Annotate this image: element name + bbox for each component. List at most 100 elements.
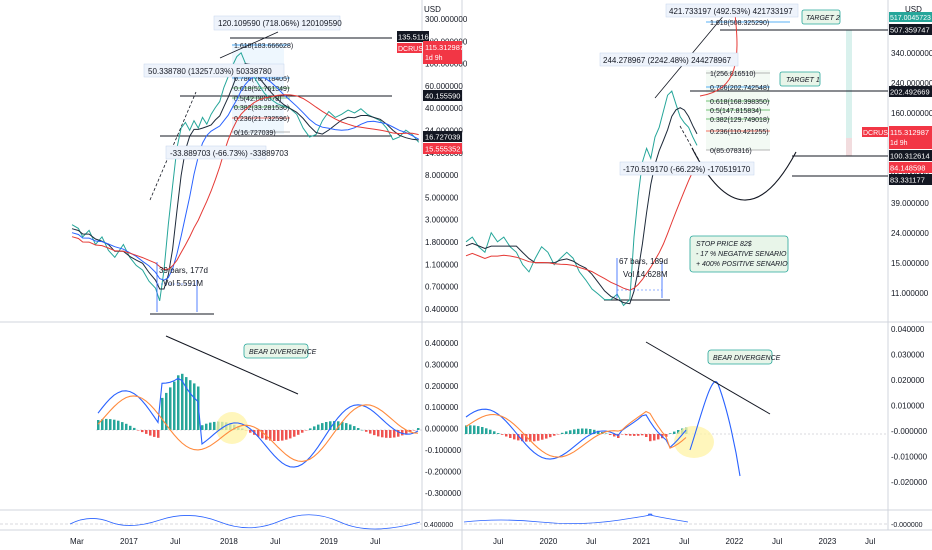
right-price-tags: 517.0045723 507.359747 202.492669 DCRUSD…	[862, 12, 932, 185]
histogram-bar	[261, 430, 264, 439]
note-box[interactable]	[707, 349, 773, 365]
highlight-ellipse[interactable]	[216, 412, 248, 444]
price-tag-text: 135.511617	[398, 33, 437, 42]
histogram-bar	[301, 430, 304, 433]
axis-tick-label: 160.000000	[891, 109, 932, 118]
axis-tick-label: 1.100000	[425, 260, 459, 269]
time-tick-label: Jul	[679, 537, 689, 546]
histogram-bar	[149, 430, 152, 436]
target-2-box[interactable]	[801, 9, 841, 25]
histogram-bar	[137, 430, 140, 431]
measure-line[interactable]	[219, 31, 279, 59]
left-ma-red[interactable]	[71, 94, 419, 271]
right-currency-label: USD	[905, 5, 922, 14]
right-fib-retracement[interactable]: 1.618(508.325290) 1(256.816510) 0.786(20…	[706, 20, 790, 155]
histogram-bar	[113, 419, 116, 430]
histogram-bar	[337, 421, 340, 430]
histogram-bar	[153, 430, 156, 437]
right-ma-red[interactable]	[465, 161, 698, 291]
axis-tick-label: 340.000000	[891, 49, 932, 58]
histogram-bar	[489, 429, 492, 434]
fib-label: 0.5(42.000078)	[234, 96, 281, 103]
histogram-bar	[417, 428, 420, 430]
projection-up-line[interactable]	[699, 13, 738, 97]
histogram-bar	[409, 430, 412, 433]
projection-line	[679, 125, 701, 163]
divergence-trendline[interactable]	[645, 341, 771, 415]
left-histogram[interactable]	[97, 373, 420, 441]
left-oscillator-pane[interactable]: 0.400000 0.300000 0.200000 0.100000 0.000000…	[96, 335, 462, 498]
price-tag-text: 202.492669	[890, 88, 930, 97]
axis-tick-label: 0.700000	[425, 283, 459, 292]
fib-label: 0(85.078316)	[710, 148, 752, 155]
signal-line[interactable]	[97, 395, 419, 462]
divergence-trendline[interactable]	[165, 335, 299, 395]
histogram-bar	[365, 430, 368, 432]
axis-tick-label: 40.000000	[425, 104, 463, 113]
measure-label: -33.889703 (-66.73%) -33889703	[170, 149, 289, 158]
right-oscillator-pane[interactable]: 0.040000 0.030000 0.020000 0.010000 -0.00000…	[464, 325, 928, 487]
axis-tick-label: 240.000000	[891, 79, 932, 88]
measure-line[interactable]	[149, 91, 197, 201]
axis-tick-label: 8.000000	[425, 171, 459, 180]
measure-label: 421.733197 (492.53%) 421733197	[669, 7, 793, 16]
histogram-bar	[213, 421, 216, 430]
axis-tick-label: -0.300000	[425, 489, 462, 498]
measure-box	[165, 145, 267, 160]
volume-axis-label: 0.400000	[424, 522, 453, 529]
signal-line[interactable]	[465, 410, 687, 458]
last-price-tag	[889, 126, 932, 149]
time-tick-label: 2020	[540, 537, 558, 546]
left-price-pane[interactable]: USD 300.000000180.000000100.00000060.000…	[71, 5, 468, 315]
volume-line	[463, 513, 689, 524]
fib-label: 1.618(508.325290)	[710, 20, 769, 27]
histogram-bar	[653, 434, 656, 441]
histogram-bar	[577, 428, 580, 434]
histogram-bar	[585, 428, 588, 434]
axis-tick-label: 300.000000	[425, 15, 468, 24]
axis-tick-label: 0.020000	[891, 376, 925, 385]
right-price-series[interactable]	[465, 90, 698, 307]
histogram-bar	[169, 387, 172, 430]
price-tag	[397, 31, 429, 42]
target-1-box[interactable]	[779, 71, 821, 87]
highlight-ellipse[interactable]	[674, 426, 714, 458]
left-ma-blue[interactable]	[71, 75, 419, 281]
histogram-bar	[325, 422, 328, 430]
last-price-text: 115.312987	[425, 43, 464, 52]
fib-label: 0.382(33.281536)	[234, 105, 289, 112]
histogram-bar	[485, 428, 488, 434]
right-oscillator-axis[interactable]: 0.040000 0.030000 0.020000 0.010000 -0.00000…	[891, 325, 928, 487]
left-ma-dark[interactable]	[71, 62, 419, 290]
macd-line[interactable]	[465, 408, 687, 460]
volume-axis-label: -0.000000	[891, 522, 923, 529]
histogram-bar	[665, 434, 668, 437]
note-box[interactable]	[243, 343, 309, 359]
histogram-bar	[377, 430, 380, 437]
right-time-axis[interactable]: Jul 2020 Jul 2021 Jul 2022 Jul 2023 Jul	[493, 537, 875, 546]
histogram-bar	[525, 434, 528, 442]
histogram-bar	[517, 434, 520, 441]
right-ma-dark[interactable]	[465, 107, 698, 305]
bars-count-label: 67 bars, 189d	[619, 257, 668, 266]
histogram-bar	[541, 434, 544, 440]
price-tag	[889, 24, 932, 35]
time-tick-label: Jul	[270, 537, 280, 546]
histogram-bar	[561, 432, 564, 434]
measure-box	[665, 3, 799, 18]
histogram-bar	[345, 423, 348, 430]
axis-tick-label: 0.000000	[425, 425, 459, 434]
top-price-tag	[889, 12, 932, 22]
left-oscillator-axis[interactable]: 0.400000 0.300000 0.200000 0.100000 0.000000…	[425, 339, 462, 498]
bars-count-label: 39 bars, 177d	[159, 266, 208, 275]
price-tag-text: 16.727039	[425, 133, 460, 142]
time-tick-label: 2017	[120, 537, 138, 546]
macd-line[interactable]	[97, 377, 419, 468]
axis-tick-label: 0.200000	[425, 382, 459, 391]
stop-note-box[interactable]	[689, 235, 789, 273]
top-price-text: 517.0045723	[890, 15, 931, 22]
left-time-axis[interactable]: Mar 2017 Jul 2018 Jul 2019 Jul	[70, 537, 380, 546]
histogram-bar	[305, 430, 308, 431]
right-price-pane[interactable]: USD 340.000000240.000000160.000000100.00…	[465, 3, 932, 307]
